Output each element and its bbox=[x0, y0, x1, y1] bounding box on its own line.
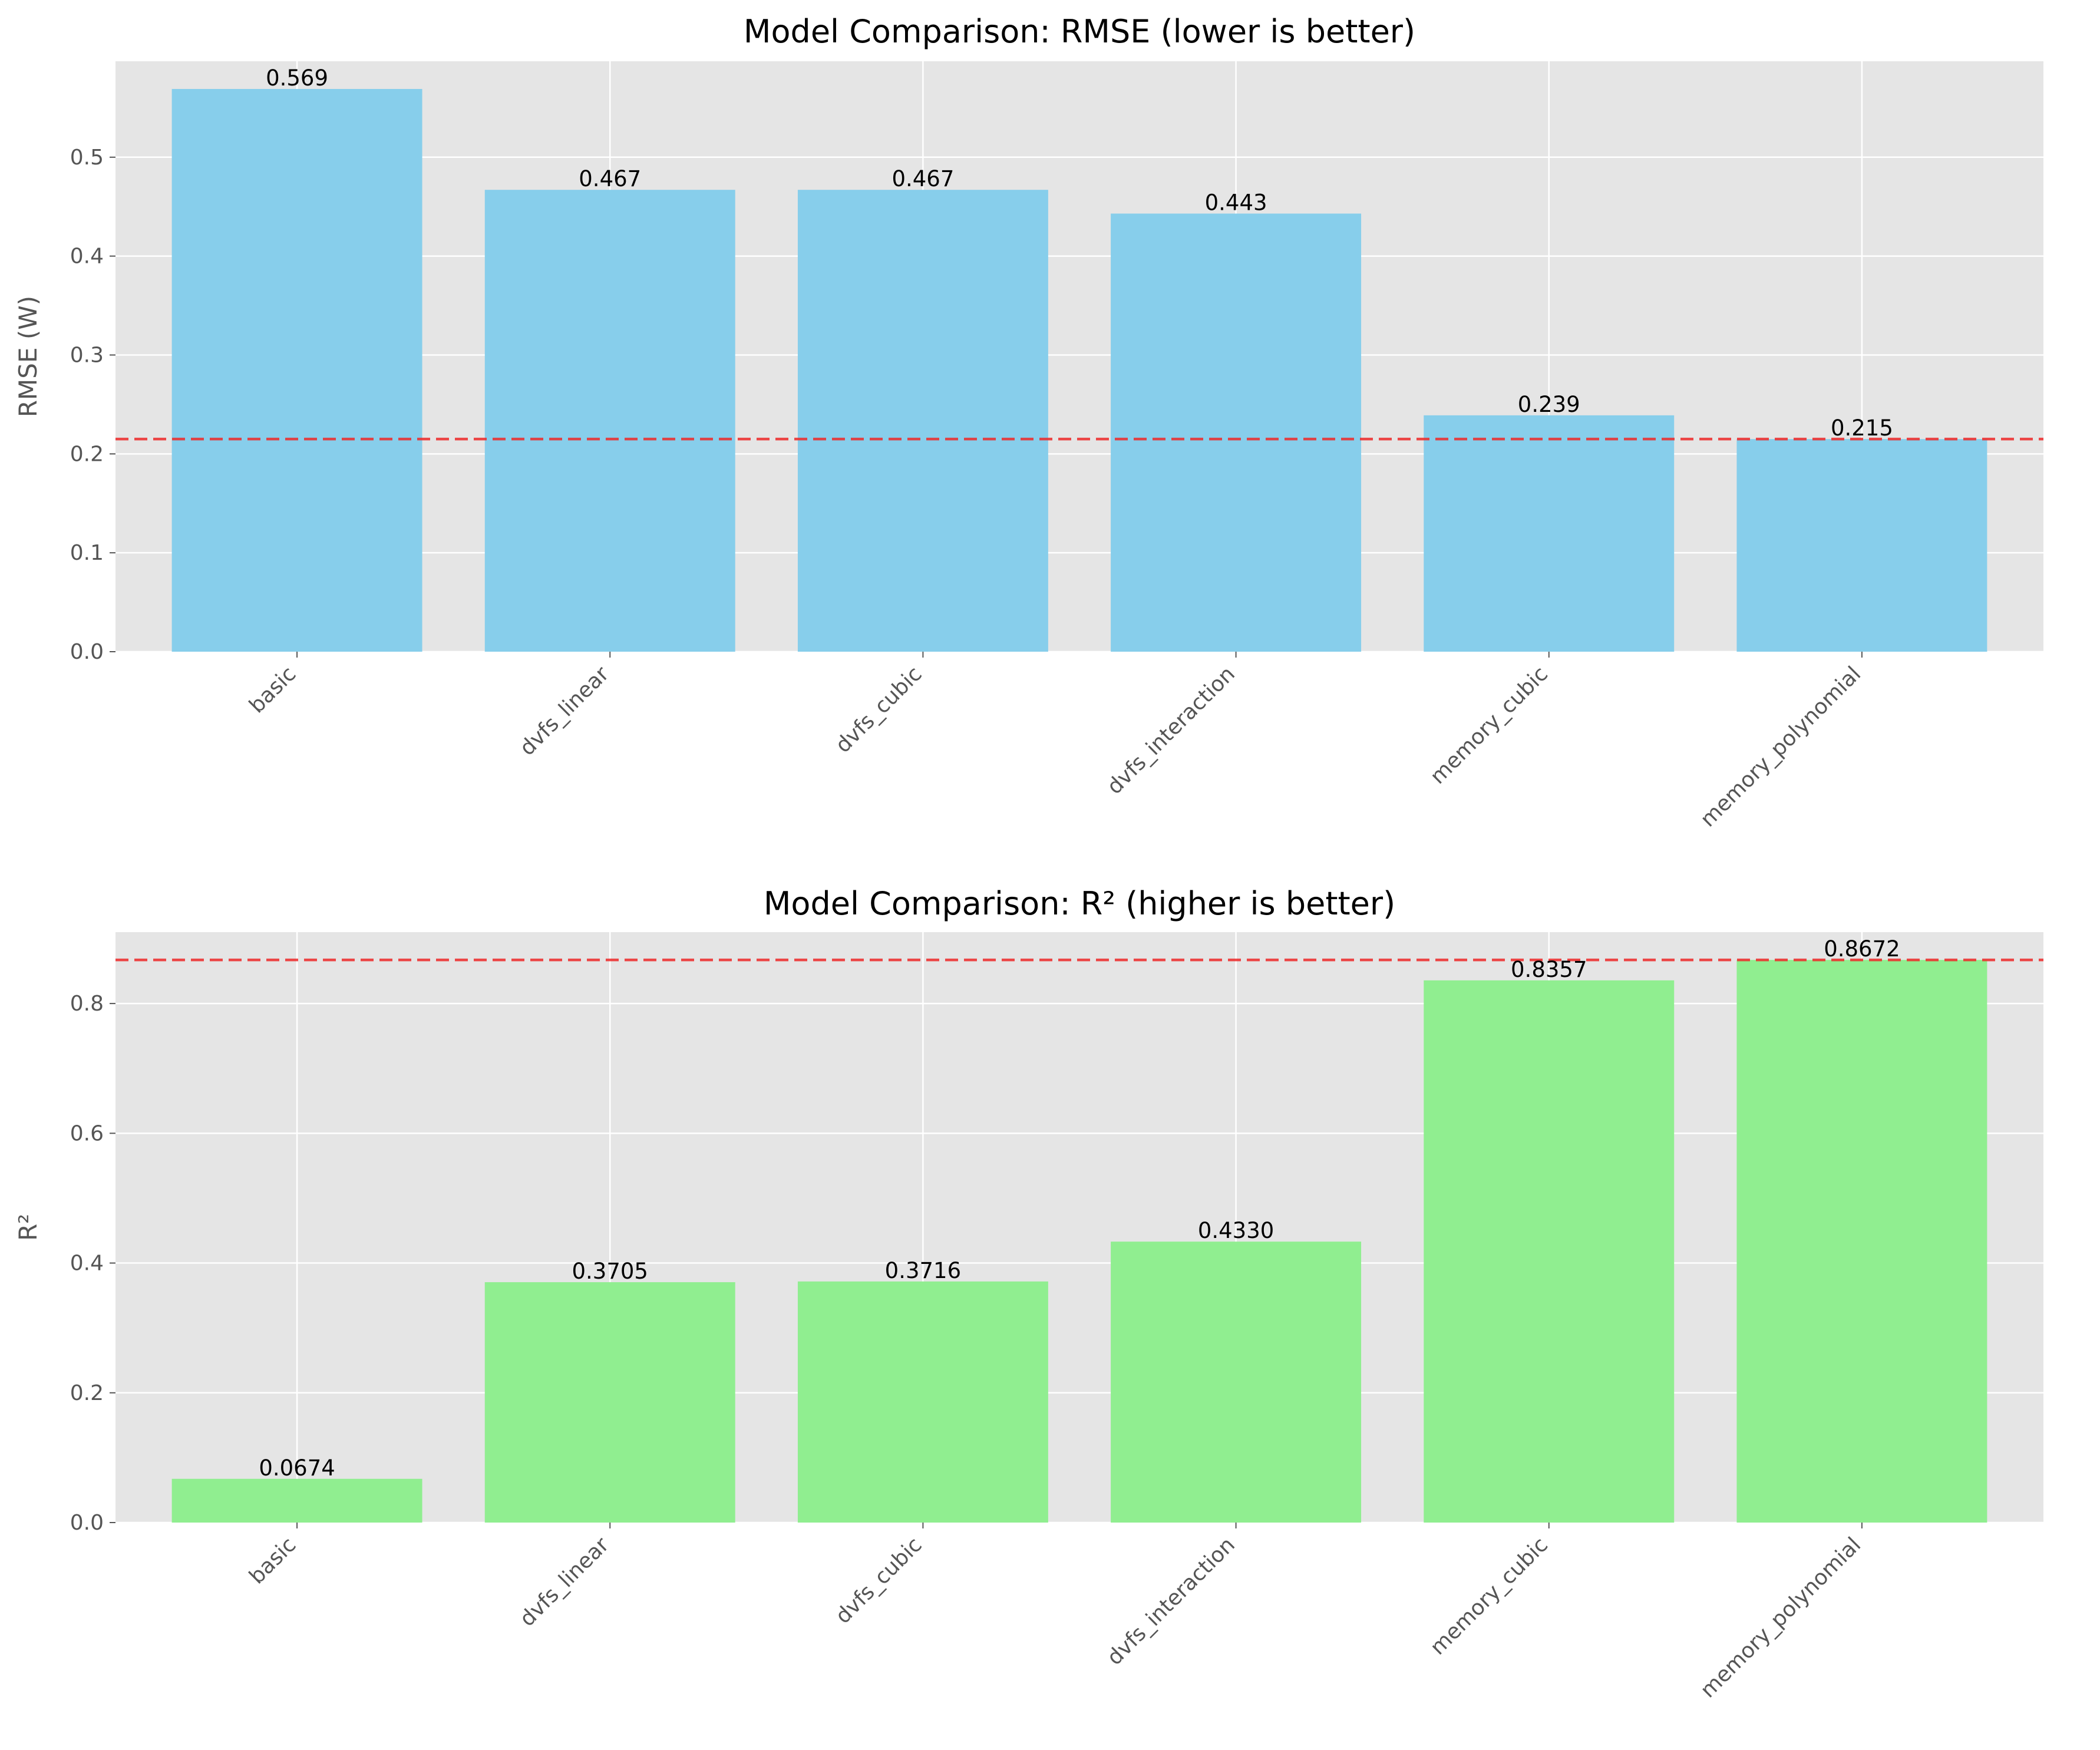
y-tick-label: 0.0 bbox=[70, 1511, 104, 1535]
x-tick-label: basic bbox=[245, 662, 301, 718]
bar-dvfs_linear bbox=[484, 1282, 735, 1523]
y-tick-label: 0.1 bbox=[70, 541, 104, 565]
y-tick-label: 0.5 bbox=[70, 146, 104, 170]
rmse-chart: 0.569 0.467 0.467 0.443 0.239 0.215 0.0 0.1 0.2 0… bbox=[14, 13, 2043, 832]
y-tick-label: 0.6 bbox=[70, 1121, 104, 1145]
x-tick-label: basic bbox=[245, 1533, 301, 1589]
data-label: 0.239 bbox=[1518, 392, 1580, 417]
data-label: 0.443 bbox=[1205, 190, 1267, 215]
data-label: 0.4330 bbox=[1198, 1218, 1274, 1243]
data-label: 0.467 bbox=[891, 166, 954, 191]
y-tick-label: 0.4 bbox=[70, 245, 104, 269]
bar-dvfs_linear bbox=[484, 190, 735, 652]
y-axis-label: RMSE (W) bbox=[14, 296, 42, 417]
y-tick-label: 0.8 bbox=[70, 992, 104, 1016]
chart-title: Model Comparison: R² (higher is better) bbox=[764, 885, 1395, 922]
bar-memory_cubic bbox=[1424, 415, 1675, 652]
x-tick-label: dvfs_interaction bbox=[1102, 1533, 1240, 1670]
x-tick-label: memory_cubic bbox=[1426, 1533, 1553, 1659]
plot-area bbox=[115, 932, 2043, 1523]
data-label: 0.8672 bbox=[1824, 936, 1900, 962]
bar-memory_cubic bbox=[1424, 980, 1675, 1523]
x-tick-label: dvfs_linear bbox=[515, 662, 613, 760]
bar-dvfs_cubic bbox=[797, 1281, 1048, 1523]
bar-basic bbox=[171, 88, 422, 652]
x-tick-label: dvfs_cubic bbox=[831, 662, 927, 758]
y-tick-label: 0.2 bbox=[70, 1381, 104, 1405]
data-label: 0.215 bbox=[1831, 415, 1893, 441]
x-tick-label: memory_cubic bbox=[1426, 662, 1553, 788]
y-tick-label: 0.0 bbox=[70, 640, 104, 664]
x-tick-label: memory_polynomial bbox=[1696, 662, 1865, 831]
r2-chart: 0.0674 0.3705 0.3716 0.4330 0.8357 0.8672 0.0 0… bbox=[14, 885, 2043, 1703]
data-label: 0.0674 bbox=[259, 1455, 335, 1481]
x-tick-label: dvfs_cubic bbox=[831, 1533, 927, 1629]
bar-basic bbox=[171, 1478, 422, 1523]
y-tick-label: 0.3 bbox=[70, 343, 104, 367]
bar-memory_polynomial bbox=[1736, 439, 1987, 652]
bar-memory_polynomial bbox=[1736, 960, 1987, 1523]
data-label: 0.3716 bbox=[885, 1258, 961, 1283]
data-label: 0.3705 bbox=[572, 1259, 648, 1284]
data-label: 0.8357 bbox=[1511, 957, 1587, 982]
y-tick-label: 0.2 bbox=[70, 442, 104, 466]
data-label: 0.569 bbox=[266, 65, 328, 91]
x-tick-label: dvfs_interaction bbox=[1102, 662, 1240, 799]
bar-dvfs_cubic bbox=[797, 190, 1048, 652]
data-label: 0.467 bbox=[579, 166, 641, 191]
chart-title: Model Comparison: RMSE (lower is better) bbox=[744, 13, 1415, 50]
y-axis-label: R² bbox=[14, 1214, 42, 1241]
y-tick-label: 0.4 bbox=[70, 1252, 104, 1276]
bar-dvfs_interaction bbox=[1111, 213, 1362, 652]
bar-dvfs_interaction bbox=[1111, 1241, 1362, 1523]
x-tick-label: dvfs_linear bbox=[515, 1533, 613, 1631]
x-tick-label: memory_polynomial bbox=[1696, 1533, 1865, 1702]
